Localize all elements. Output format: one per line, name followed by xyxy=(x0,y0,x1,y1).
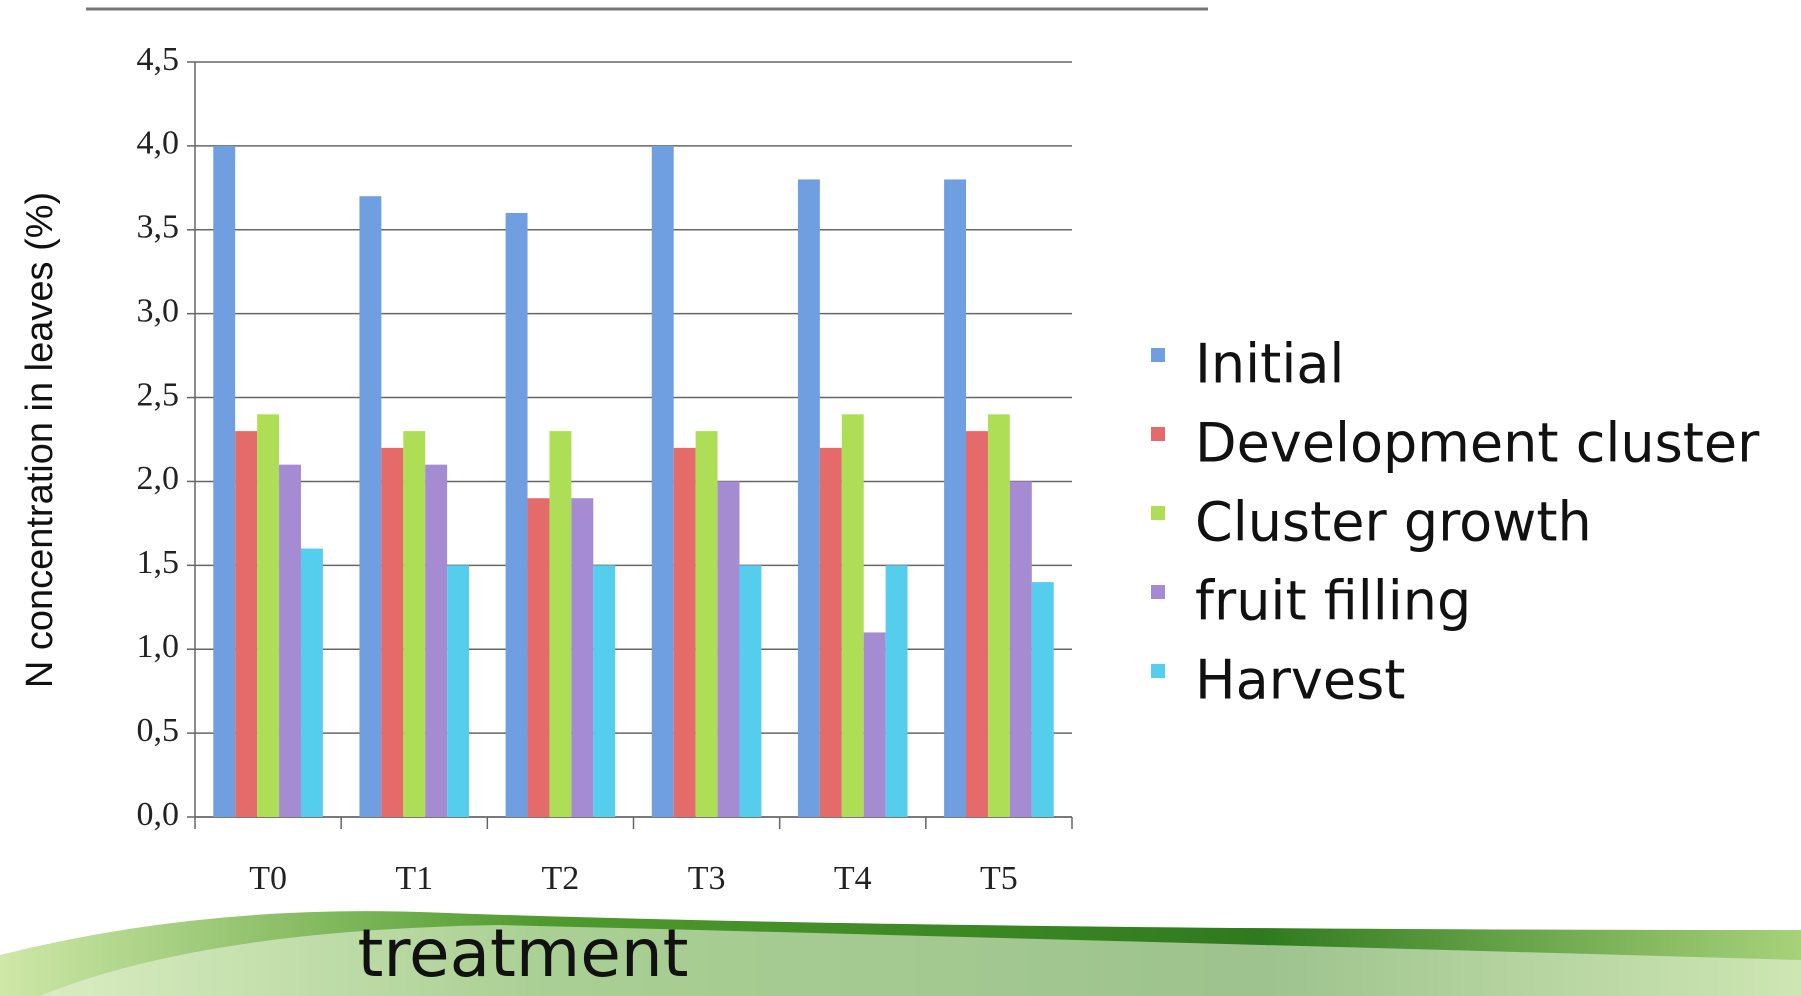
bar xyxy=(213,145,236,817)
bar xyxy=(300,548,323,817)
bar xyxy=(527,498,550,817)
y-tick-label: 4,5 xyxy=(137,41,180,78)
bar xyxy=(987,414,1010,817)
bar xyxy=(966,431,988,817)
bar xyxy=(549,431,572,817)
bar xyxy=(447,565,470,817)
bar xyxy=(944,179,967,817)
y-tick-label: 3,5 xyxy=(137,209,180,246)
legend-swatch xyxy=(1151,585,1165,599)
bar xyxy=(863,632,886,817)
bar xyxy=(885,565,908,817)
y-tick-label: 0,5 xyxy=(137,712,180,749)
y-tick-label: 2,0 xyxy=(137,460,180,497)
bar xyxy=(359,196,382,817)
x-tick-label: T0 xyxy=(249,860,287,897)
x-tick-label: T1 xyxy=(395,860,433,897)
legend-swatch xyxy=(1151,506,1165,520)
bar xyxy=(819,447,842,817)
legend-label: fruit filling xyxy=(1195,570,1471,633)
y-axis-label: N concentration in leaves (%) xyxy=(19,192,61,688)
legend-swatch xyxy=(1151,664,1165,678)
legend-swatch xyxy=(1151,348,1165,362)
legend-label: Cluster growth xyxy=(1195,491,1592,554)
bar xyxy=(1009,481,1032,817)
y-tick-label: 2,5 xyxy=(137,376,180,413)
x-tick-label: T2 xyxy=(542,860,580,897)
x-tick-label: T4 xyxy=(834,860,872,897)
y-tick-label: 1,0 xyxy=(137,628,180,665)
legend-label: Development cluster xyxy=(1195,412,1760,475)
bar xyxy=(651,145,674,817)
y-tick-label: 1,5 xyxy=(137,544,180,581)
bar xyxy=(279,464,301,817)
bar xyxy=(593,565,616,817)
y-tick-label: 0,0 xyxy=(137,796,180,833)
bar xyxy=(673,447,696,817)
bar xyxy=(717,481,740,817)
decor-swoosh-light xyxy=(40,925,1801,996)
legend-label: Harvest xyxy=(1195,649,1405,712)
bar xyxy=(257,414,280,817)
legend-label: Initial xyxy=(1195,333,1344,396)
bar xyxy=(381,447,404,817)
bar xyxy=(695,431,718,817)
bar xyxy=(505,213,528,817)
bar xyxy=(1031,582,1054,817)
legend-swatch xyxy=(1151,427,1165,441)
bar xyxy=(571,498,594,817)
bar xyxy=(739,565,762,817)
bar xyxy=(425,464,448,817)
bar xyxy=(235,431,258,817)
bar xyxy=(403,431,426,817)
x-tick-label: T3 xyxy=(688,860,726,897)
bar xyxy=(841,414,864,817)
y-tick-label: 3,0 xyxy=(137,292,180,329)
x-tick-label: T5 xyxy=(980,860,1018,897)
y-tick-label: 4,0 xyxy=(137,125,180,162)
bar xyxy=(797,179,820,817)
x-axis-label: treatment xyxy=(357,915,688,992)
